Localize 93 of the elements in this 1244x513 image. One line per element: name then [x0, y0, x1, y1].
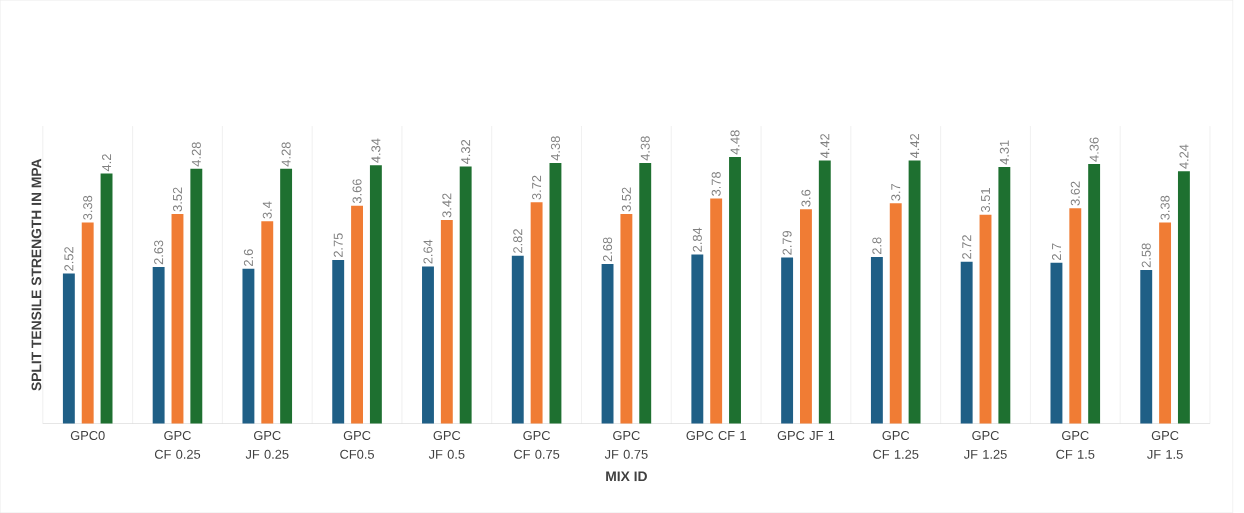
data-label: 2.75 — [333, 233, 343, 258]
data-label: 3.4 — [262, 201, 272, 219]
data-label: 2.7 — [1051, 243, 1061, 261]
bar — [152, 267, 165, 424]
data-label: 4.2 — [102, 154, 112, 172]
data-label: 4.38 — [550, 136, 560, 161]
data-label: 2.8 — [872, 237, 882, 255]
data-label: 4.34 — [371, 138, 381, 163]
data-label: 3.6 — [801, 189, 811, 207]
data-label: 3.66 — [352, 179, 362, 204]
bar — [1050, 262, 1063, 424]
x-tick-label: GPC JF 1 — [777, 430, 835, 441]
data-label: 3.7 — [891, 183, 901, 201]
data-label: 4.28 — [281, 142, 291, 167]
bar — [1177, 171, 1190, 424]
data-label: 4.42 — [910, 133, 920, 159]
data-label: 2.84 — [692, 227, 702, 252]
bar — [242, 268, 255, 424]
bar — [710, 198, 723, 424]
x-tick-label: GPC JF 0.5 — [428, 430, 465, 459]
bar — [190, 168, 203, 424]
bar — [549, 162, 562, 424]
bar — [459, 166, 472, 424]
x-tick-label: GPC CF 1 — [686, 430, 746, 441]
x-tick-label: GPC CF0.5 — [340, 430, 374, 459]
data-label: 4.36 — [1089, 137, 1099, 162]
data-label: 3.38 — [1160, 195, 1170, 220]
bar — [511, 255, 524, 424]
bar — [601, 264, 614, 424]
x-tick-label: GPC JF 1.25 — [963, 430, 1007, 459]
data-label: 4.31 — [999, 140, 1009, 165]
data-label: 3.38 — [83, 195, 93, 220]
x-tick-label: GPC CF 0.25 — [154, 430, 201, 459]
data-label: 4.38 — [640, 136, 650, 161]
bar — [332, 259, 345, 424]
bar — [979, 214, 992, 424]
bar — [81, 222, 94, 424]
data-label: 4.28 — [191, 142, 201, 167]
bar — [1069, 208, 1082, 424]
x-tick-label: GPC CF 0.75 — [514, 430, 560, 459]
bar — [889, 203, 902, 424]
bar — [729, 156, 741, 424]
data-label: 2.52 — [64, 247, 74, 271]
bar — [1088, 164, 1101, 424]
data-label: 2.82 — [513, 229, 523, 253]
data-label: 2.63 — [154, 240, 164, 265]
x-tick-label: GPC JF 0.25 — [245, 430, 289, 459]
bar — [422, 266, 434, 424]
bar — [1140, 269, 1153, 424]
bar — [639, 162, 652, 424]
bar — [998, 167, 1011, 424]
data-label: 3.52 — [172, 187, 183, 212]
bar — [818, 160, 831, 424]
bar — [351, 205, 363, 424]
bar — [781, 257, 794, 424]
bar — [620, 214, 633, 424]
x-tick-label: GPC CF 1.5 — [1056, 430, 1095, 459]
data-label: 4.32 — [461, 139, 471, 164]
data-label: 3.72 — [532, 175, 542, 200]
x-axis-title: MIX ID — [606, 471, 647, 482]
bar — [800, 209, 812, 424]
data-label: 2.68 — [603, 237, 613, 262]
bar — [440, 220, 453, 424]
bar — [1159, 222, 1172, 424]
data-label: 2.72 — [962, 235, 972, 259]
bar — [369, 165, 382, 424]
data-label: 3.78 — [711, 171, 721, 196]
y-axis-title: SPLIT TENSILE STRENGTH IN MPA — [31, 158, 42, 391]
bar — [530, 202, 543, 424]
bar — [691, 254, 704, 424]
bar — [870, 256, 883, 424]
x-tick-label: GPC JF 0.75 — [604, 430, 648, 459]
x-tick-label: GPC JF 1.5 — [1147, 430, 1183, 459]
data-label: 3.51 — [980, 188, 991, 212]
data-label: 3.62 — [1070, 181, 1080, 206]
data-label: 3.52 — [621, 187, 631, 212]
bar — [171, 214, 184, 424]
data-label: 2.6 — [243, 249, 253, 266]
bar — [960, 261, 973, 424]
bar — [62, 273, 75, 424]
x-tick-label: GPC0 — [70, 430, 105, 441]
bar — [261, 221, 274, 424]
data-label: 3.42 — [442, 193, 452, 218]
data-label: 2.64 — [423, 239, 433, 264]
data-label: 2.58 — [1141, 243, 1151, 268]
data-label: 4.48 — [730, 130, 740, 155]
data-label: 4.24 — [1179, 144, 1189, 169]
bar — [908, 160, 921, 424]
data-label: 2.79 — [782, 230, 792, 255]
bar — [100, 173, 113, 424]
bar — [280, 168, 293, 424]
x-tick-label: GPC CF 1.25 — [873, 430, 919, 459]
data-label: 4.42 — [820, 133, 830, 159]
